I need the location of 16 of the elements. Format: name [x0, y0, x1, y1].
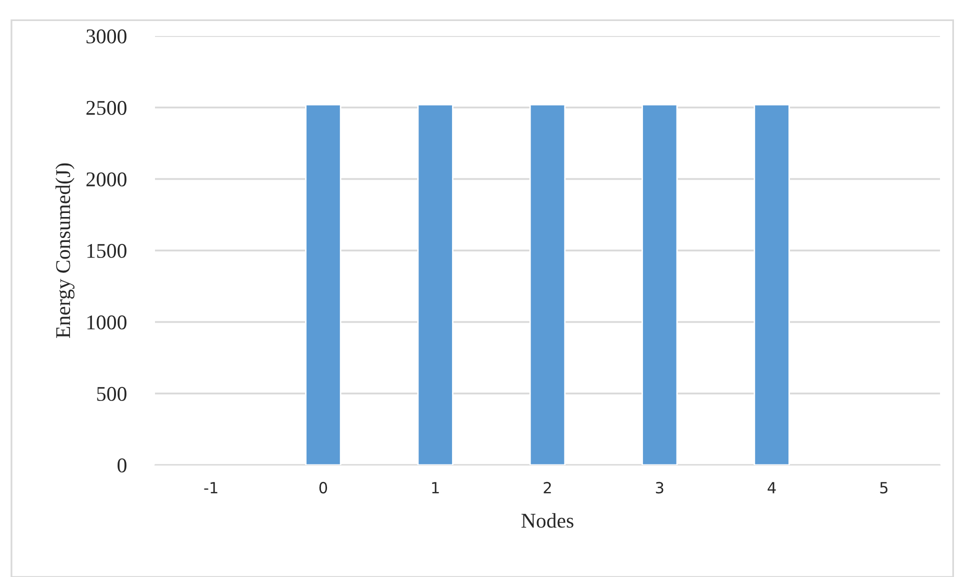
x-tick-label: 3 [656, 482, 664, 494]
x-tick-label: -1 [204, 482, 218, 494]
y-tick-label: 0 [118, 458, 126, 472]
x-tick-label: 5 [880, 482, 888, 494]
y-axis-title: Energy Consumed(J) [55, 163, 74, 338]
y-tick-label: 2500 [86, 100, 126, 115]
y-tick-label: 1500 [87, 244, 126, 258]
y-tick-label: 3000 [86, 29, 126, 44]
x-tick-label: 1 [432, 482, 439, 494]
x-tick-label: 4 [768, 482, 776, 494]
y-tick-label: 500 [97, 386, 126, 401]
x-axis-title: Nodes [521, 513, 574, 528]
x-tick-label: 0 [319, 482, 328, 494]
y-tick-label: 1000 [87, 315, 126, 330]
y-tick-label: 2000 [86, 172, 126, 186]
x-tick-label: 2 [544, 482, 551, 494]
